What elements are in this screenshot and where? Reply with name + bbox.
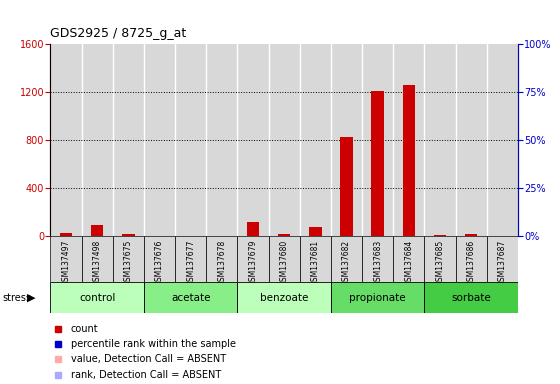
Text: GSM137676: GSM137676 [155,240,164,286]
Bar [456,236,487,282]
Bar [269,236,300,282]
Text: sorbate: sorbate [451,293,491,303]
Text: GSM137678: GSM137678 [217,240,226,286]
Bar [144,282,237,313]
Text: GSM137498: GSM137498 [92,240,102,286]
Bar [340,137,353,236]
Bar [300,236,331,282]
Bar [371,91,384,236]
Text: GSM137682: GSM137682 [342,240,351,286]
Bar [424,236,456,282]
Bar [206,236,237,282]
Bar [50,236,82,282]
Bar [113,236,144,282]
Bar [237,282,331,313]
Bar [393,236,424,282]
Bar [309,227,321,236]
Bar [362,236,393,282]
Text: rank, Detection Call = ABSENT: rank, Detection Call = ABSENT [71,370,221,380]
Bar [91,225,104,236]
Text: GSM137675: GSM137675 [124,240,133,286]
Bar [424,282,518,313]
Bar [175,236,206,282]
Text: acetate: acetate [171,293,211,303]
Bar [496,235,508,236]
Bar [331,236,362,282]
Text: GSM137686: GSM137686 [466,240,476,286]
Text: GSM137679: GSM137679 [249,240,258,286]
Bar [60,233,72,236]
Text: GSM137684: GSM137684 [404,240,413,286]
Bar [403,85,415,236]
Bar [144,236,175,282]
Bar [122,234,134,236]
Bar [434,235,446,236]
Bar [50,282,144,313]
Text: GSM137683: GSM137683 [373,240,382,286]
Text: GSM137680: GSM137680 [279,240,289,286]
Text: value, Detection Call = ABSENT: value, Detection Call = ABSENT [71,354,226,364]
Text: propionate: propionate [349,293,406,303]
Text: percentile rank within the sample: percentile rank within the sample [71,339,236,349]
Text: control: control [79,293,115,303]
Text: GSM137497: GSM137497 [62,240,71,286]
Text: benzoate: benzoate [260,293,309,303]
Text: GSM137677: GSM137677 [186,240,195,286]
Bar [487,236,518,282]
Bar [247,222,259,236]
Text: ▶: ▶ [26,293,35,303]
Bar [465,234,478,236]
Bar [331,282,424,313]
Text: stress: stress [3,293,32,303]
Text: GSM137685: GSM137685 [436,240,445,286]
Bar [278,234,291,236]
Bar [82,236,113,282]
Text: GSM137681: GSM137681 [311,240,320,286]
Text: count: count [71,323,98,334]
Text: GSM137687: GSM137687 [498,240,507,286]
Text: GDS2925 / 8725_g_at: GDS2925 / 8725_g_at [50,27,186,40]
Bar [216,235,228,236]
Bar [153,235,166,236]
Bar [237,236,269,282]
